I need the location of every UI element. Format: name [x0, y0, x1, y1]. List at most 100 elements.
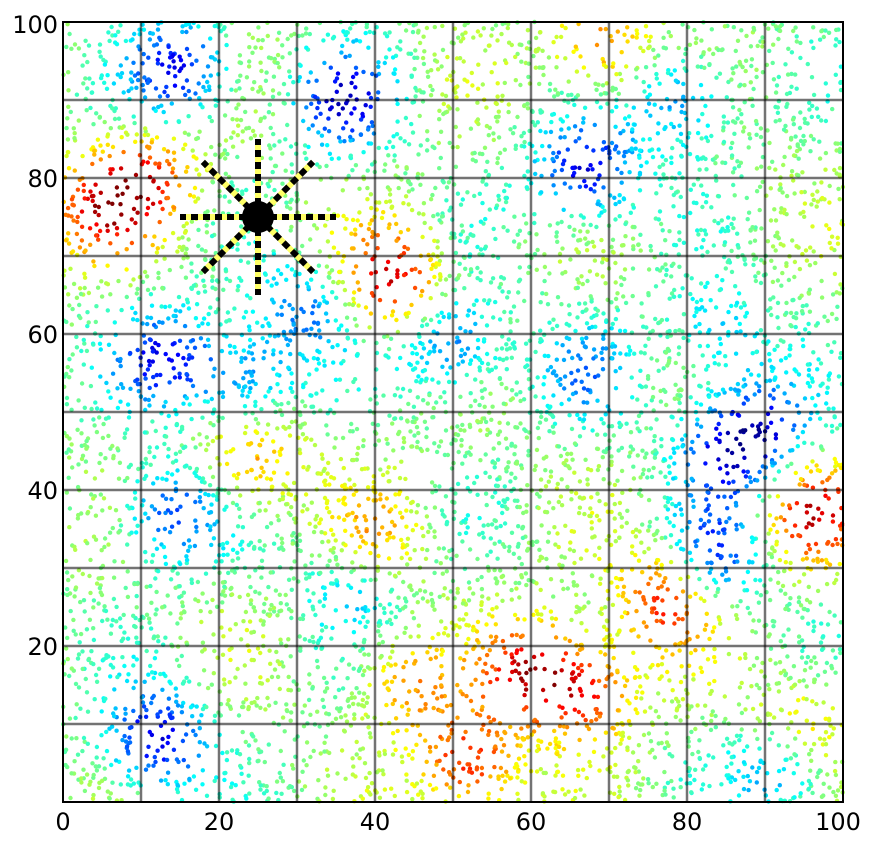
scatter-point: [223, 171, 228, 176]
scatter-point: [655, 131, 661, 136]
scatter-point: [539, 414, 544, 420]
scatter-point: [581, 400, 586, 405]
scatter-point: [106, 389, 111, 394]
scatter-point: [416, 211, 422, 216]
scatter-point: [815, 673, 821, 678]
scatter-point: [633, 765, 638, 771]
scatter-point: [283, 484, 288, 489]
scatter-point: [754, 67, 759, 73]
scatter-point: [314, 367, 319, 372]
scatter-point: [422, 419, 428, 424]
scatter-point: [238, 258, 243, 263]
scatter-point: [223, 267, 228, 272]
scatter-point: [645, 374, 651, 379]
scatter-point: [655, 267, 660, 272]
scatter-point: [381, 393, 386, 398]
scatter-point: [539, 523, 544, 528]
scatter-point: [465, 235, 470, 241]
scatter-point: [145, 196, 151, 202]
scatter-point: [796, 533, 801, 538]
scatter-point: [479, 360, 485, 366]
scatter-point: [619, 445, 625, 451]
scatter-point: [724, 463, 729, 468]
scatter-point: [492, 61, 497, 66]
scatter-point: [625, 122, 631, 127]
scatter-point: [472, 150, 477, 156]
scatter-point: [80, 666, 85, 672]
scatter-point: [321, 675, 327, 681]
scatter-point: [132, 490, 138, 495]
scatter-point: [495, 457, 501, 462]
scatter-point: [431, 773, 437, 778]
scatter-point: [705, 657, 711, 662]
scatter-point: [505, 496, 510, 502]
scatter-point: [588, 468, 594, 473]
scatter-point: [514, 632, 519, 638]
scatter-point: [464, 693, 469, 699]
scatter-point: [116, 476, 122, 481]
scatter-point: [498, 568, 503, 573]
scatter-point: [663, 535, 668, 540]
scatter-point: [733, 48, 738, 54]
scatter-point: [344, 315, 350, 320]
scatter-point: [414, 351, 420, 357]
scatter-point: [109, 623, 114, 628]
scatter-point: [551, 369, 557, 374]
scatter-point: [641, 79, 646, 85]
scatter-point: [370, 71, 375, 77]
scatter-point: [575, 412, 580, 418]
scatter-point: [383, 162, 388, 167]
scatter-point: [417, 588, 423, 593]
scatter-point: [677, 328, 682, 333]
scatter-point: [720, 160, 725, 165]
scatter-point: [119, 307, 124, 313]
scatter-point: [331, 546, 336, 551]
scatter-point: [597, 768, 602, 773]
scatter-point: [723, 266, 728, 271]
scatter-point: [437, 258, 443, 264]
scatter-point: [717, 431, 723, 437]
scatter-point: [382, 31, 388, 36]
scatter-point: [540, 652, 545, 657]
scatter-point: [651, 596, 657, 601]
scatter-point: [212, 208, 217, 213]
scatter-point: [165, 593, 170, 598]
scatter-point: [315, 348, 320, 353]
scatter-point: [424, 148, 430, 153]
scatter-point: [758, 134, 764, 140]
scatter-point: [513, 580, 518, 586]
scatter-point: [78, 631, 84, 637]
scatter-point: [512, 125, 517, 130]
scatter-point: [825, 342, 831, 348]
scatter-point: [837, 647, 843, 652]
scatter-point: [635, 397, 640, 402]
scatter-point: [513, 78, 518, 83]
scatter-point: [461, 617, 466, 622]
scatter-point: [189, 219, 195, 224]
scatter-point: [755, 478, 760, 483]
scatter-point: [552, 525, 557, 530]
scatter-point: [121, 636, 126, 641]
scatter-point: [519, 59, 524, 64]
scatter-point: [798, 477, 804, 482]
scatter-point: [414, 425, 420, 430]
scatter-point: [550, 424, 556, 429]
scatter-point: [700, 782, 706, 787]
scatter-point: [493, 23, 499, 28]
scatter-point: [509, 443, 514, 448]
scatter-point: [677, 230, 682, 235]
scatter-point: [303, 31, 309, 36]
scatter-point: [598, 105, 603, 110]
scatter-point: [704, 622, 709, 628]
scatter-point: [250, 50, 255, 55]
scatter-point: [246, 260, 251, 265]
scatter-point: [123, 706, 128, 712]
scatter-point: [212, 713, 218, 718]
scatter-point: [381, 668, 386, 673]
scatter-point: [745, 569, 751, 575]
scatter-point: [704, 167, 709, 172]
scatter-point: [578, 229, 583, 234]
scatter-point: [387, 571, 392, 576]
scatter-point: [635, 31, 640, 36]
scatter-point: [93, 513, 99, 518]
